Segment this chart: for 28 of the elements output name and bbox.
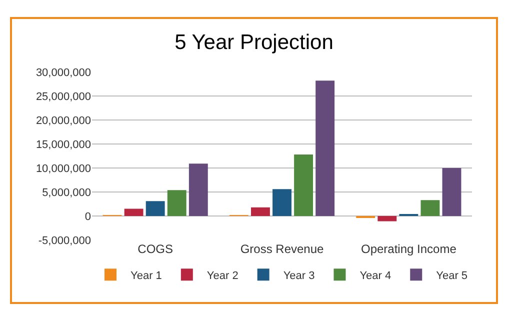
- bar: [316, 80, 335, 216]
- y-tick-label: 5,000,000: [42, 186, 91, 199]
- x-tick-label: Operating Income: [360, 242, 457, 256]
- legend-label: Year 5: [436, 270, 468, 282]
- bar: [294, 154, 314, 216]
- y-tick-label: -5,000,000: [38, 234, 91, 247]
- bar: [124, 208, 144, 216]
- y-tick-label: 15,000,000: [36, 138, 91, 151]
- bar: [420, 200, 440, 216]
- legend-label: Year 1: [130, 270, 162, 282]
- legend-label: Year 2: [206, 270, 238, 282]
- bar: [378, 216, 397, 222]
- bar: [272, 189, 292, 216]
- x-tick-label: Gross Revenue: [240, 242, 324, 256]
- y-tick-label: 25,000,000: [36, 90, 91, 103]
- bar: [167, 190, 186, 216]
- legend-label: Year 3: [283, 270, 315, 282]
- x-tick-label: COGS: [138, 242, 173, 256]
- bar: [146, 201, 165, 216]
- y-tick-label: 30,000,000: [36, 66, 91, 79]
- y-tick-label: 10,000,000: [36, 162, 91, 175]
- bar: [442, 168, 462, 216]
- legend-label: Year 4: [360, 270, 392, 282]
- chart-title: 5 Year Projection: [174, 30, 334, 54]
- y-tick-label: 20,000,000: [36, 114, 91, 127]
- bar: [188, 164, 208, 216]
- bar: [250, 207, 270, 216]
- y-tick-label: 0: [84, 210, 91, 223]
